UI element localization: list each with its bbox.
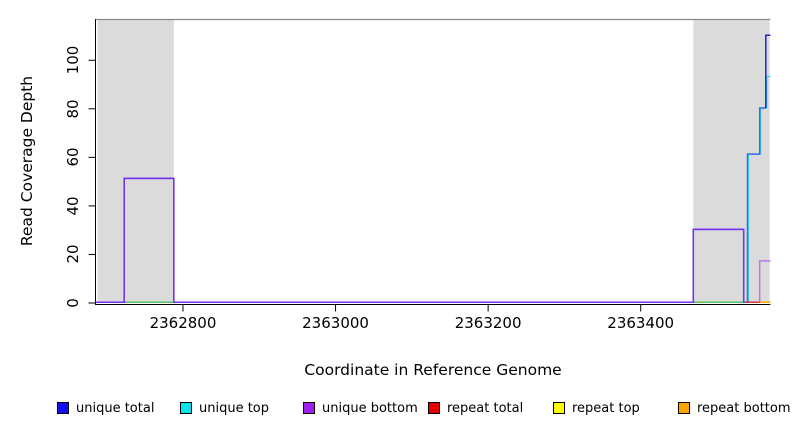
- y-tick-label: 20: [64, 244, 82, 264]
- legend-label: unique top: [199, 400, 270, 416]
- x-tick-label: 2363200: [454, 314, 522, 332]
- series-lines: [96, 34, 771, 303]
- series-unique-bottom: [758, 260, 771, 303]
- legend-item-unique-top: unique top: [180, 399, 269, 417]
- legend-item-repeat-bottom: repeat bottom: [678, 399, 791, 417]
- gray-bands: [96, 18, 771, 303]
- legend-item-unique-bottom: unique bottom: [303, 399, 418, 417]
- y-tick-label: 40: [64, 196, 82, 216]
- legend-item-unique-total: unique total: [57, 399, 154, 417]
- legend-item-repeat-total: repeat total: [428, 399, 523, 417]
- y-tick-label: 80: [64, 99, 82, 119]
- x-tick-label: 2363000: [302, 314, 369, 332]
- left-gray-band: [97, 19, 174, 303]
- y-tick-label: 0: [64, 298, 82, 308]
- legend-swatch-repeat-top: [553, 402, 565, 414]
- series-unique-total: [765, 34, 771, 108]
- legend-label: unique total: [76, 400, 155, 416]
- series-unique-total: [96, 107, 766, 303]
- right-gray-band: [693, 19, 770, 303]
- y-tick-label: 100: [64, 45, 82, 75]
- legend-item-repeat-top: repeat top: [553, 399, 640, 417]
- y-tick-label: 60: [64, 147, 82, 167]
- legend-label: unique bottom: [322, 400, 418, 416]
- legend-swatch-unique-bottom: [303, 402, 315, 414]
- legend-label: repeat bottom: [697, 400, 791, 416]
- x-tick-label: 2363400: [607, 314, 675, 332]
- legend-swatch-unique-total: [57, 402, 69, 414]
- legend-swatch-repeat-total: [428, 402, 440, 414]
- axes-frame: [88, 19, 771, 312]
- x-axis-title: Coordinate in Reference Genome: [304, 361, 562, 379]
- series-unique-bottom: [96, 177, 745, 303]
- legend-label: repeat top: [572, 400, 640, 416]
- legend-swatch-repeat-bottom: [678, 402, 690, 414]
- x-tick-label: 2362800: [149, 314, 217, 332]
- y-axis-title: Read Coverage Depth: [18, 75, 36, 247]
- legend-swatch-unique-top: [180, 402, 192, 414]
- legend-label: repeat total: [447, 400, 524, 416]
